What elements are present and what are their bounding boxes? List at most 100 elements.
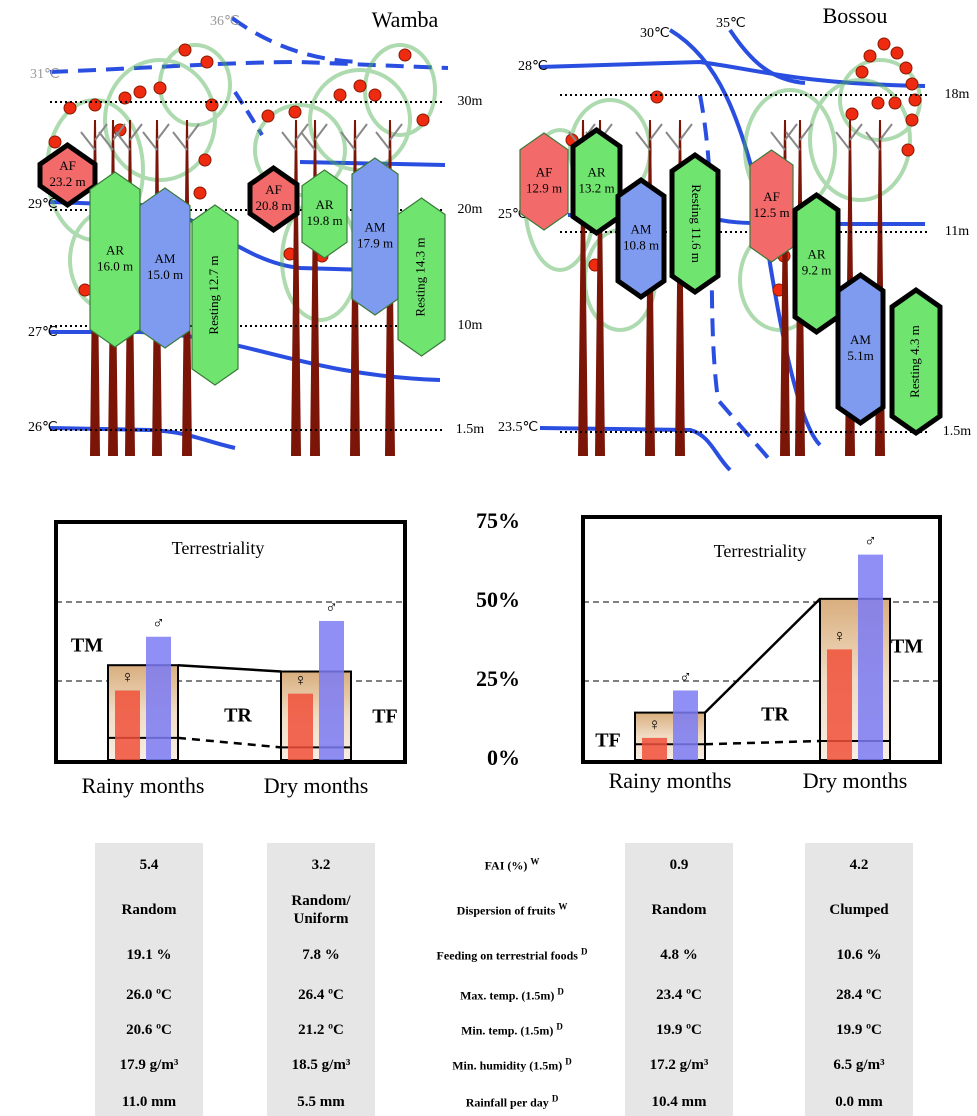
- height-label: 30m: [458, 94, 483, 109]
- bar: [146, 637, 171, 760]
- row-label: Max. temp. (1.5m) D: [382, 987, 642, 1004]
- height-label: 1.5m: [456, 422, 485, 437]
- panel-title: Bossou: [823, 3, 888, 28]
- activity-name: AM: [631, 221, 652, 236]
- row-label-text: FAI (%): [485, 859, 528, 873]
- bar: [858, 555, 883, 760]
- row-label: Rainfall per day D: [382, 1094, 642, 1111]
- temperature-label: 35℃: [716, 16, 746, 31]
- range-label: TR: [224, 705, 252, 727]
- range-label: TM: [71, 635, 103, 657]
- activity-label: Resting 11.6 m: [689, 184, 704, 263]
- height-label: 10m: [458, 318, 483, 333]
- activity-name: Resting: [907, 358, 922, 398]
- bar: [319, 621, 344, 760]
- temperature-label: 31℃: [30, 67, 60, 82]
- activity-name: Resting: [206, 294, 221, 334]
- activity-height: 12.7 m: [206, 255, 221, 291]
- activity-height: 10.8 m: [623, 237, 659, 252]
- row-label: Feeding on terrestrial foods D: [382, 947, 642, 964]
- table-cell: 5.5 mm: [267, 1093, 375, 1111]
- activity-height: 12.9 m: [526, 180, 562, 195]
- row-label: Min. humidity (1.5m) D: [382, 1057, 642, 1074]
- activity-height: 5.1m: [847, 348, 873, 363]
- activity-name: AR: [315, 197, 333, 212]
- height-label: 11m: [945, 224, 969, 239]
- table-cell: 3.2: [267, 856, 375, 874]
- activity-height: 13.2 m: [578, 180, 614, 195]
- row-label: Dispersion of fruits W: [382, 902, 642, 919]
- bar: [642, 738, 667, 760]
- activity-name: AF: [763, 189, 780, 204]
- activity-name: Resting: [689, 184, 704, 224]
- table-cell: 19.1 %: [95, 946, 203, 964]
- row-label-text: Min. humidity (1.5m): [452, 1059, 562, 1073]
- activity-name: AR: [587, 164, 605, 179]
- y-tick-label: 50%: [476, 587, 520, 612]
- activity-height: 9.2 m: [802, 262, 832, 277]
- activity-name: AR: [807, 246, 825, 261]
- table-cell: 18.5 g/m³: [267, 1056, 375, 1074]
- activity-name: AM: [155, 251, 176, 266]
- y-tick-label: 75%: [476, 508, 520, 533]
- row-label-note: D: [565, 1057, 572, 1067]
- sex-label: ♀: [121, 667, 134, 686]
- activity-height: 23.2 m: [49, 174, 85, 189]
- row-label-note: D: [552, 1094, 559, 1104]
- activity-name: AF: [536, 164, 553, 179]
- table-cell: Clumped: [805, 901, 913, 919]
- activity-height: 20.8 m: [255, 198, 291, 213]
- activity-name: AF: [265, 182, 282, 197]
- chart-title: Terrestriality: [172, 538, 265, 558]
- table-cell: 21.2 ºC: [267, 1021, 375, 1039]
- temperature-label: 30℃: [640, 26, 670, 41]
- activity-label: Resting 12.7 m: [206, 255, 221, 334]
- table-cell: 6.5 g/m³: [805, 1056, 913, 1074]
- tree-trunk: [310, 120, 320, 456]
- activity-name: AF: [59, 158, 76, 173]
- y-tick-label: 25%: [476, 666, 520, 691]
- activity-height: 16.0 m: [97, 258, 133, 273]
- activity-label: Resting 14.3 m: [412, 237, 427, 316]
- table-cell: 7.8 %: [267, 946, 375, 964]
- sex-label: ♂: [152, 614, 165, 633]
- sex-label: ♂: [864, 532, 877, 551]
- sex-label: ♂: [679, 667, 692, 686]
- range-connector: [705, 741, 820, 744]
- table-cell: Random/ Uniform: [267, 892, 375, 928]
- x-tick-label: Rainy months: [82, 773, 205, 798]
- activity-height: 11.6 m: [689, 227, 704, 263]
- height-label: 18m: [945, 87, 970, 102]
- bar: [827, 649, 852, 760]
- table-cell: 19.9 ºC: [805, 1021, 913, 1039]
- activity-name: AM: [850, 332, 871, 347]
- temperature-label: 26℃: [28, 420, 58, 435]
- bar: [673, 690, 698, 760]
- range-connector: [178, 665, 281, 671]
- row-label-text: Feeding on terrestrial foods: [437, 949, 578, 963]
- range-label: TR: [761, 704, 789, 726]
- row-label: FAI (%) W: [382, 857, 642, 874]
- range-label: TF: [595, 730, 621, 752]
- table-cell: 26.4 ºC: [267, 986, 375, 1004]
- row-label-note: W: [558, 902, 567, 912]
- table-cell: 28.4 ºC: [805, 986, 913, 1004]
- sex-label: ♀: [294, 671, 307, 690]
- panel-title: Wamba: [372, 7, 439, 32]
- row-label-text: Max. temp. (1.5m): [460, 989, 554, 1003]
- table-cell: 10.6 %: [805, 946, 913, 964]
- row-label-note: D: [557, 987, 564, 997]
- activity-height: 14.3 m: [412, 237, 427, 273]
- height-label: 1.5m: [943, 424, 972, 439]
- y-tick-label: 0%: [487, 745, 520, 770]
- temperature-label: 23.5℃: [498, 420, 538, 435]
- table-cell: 20.6 ºC: [95, 1021, 203, 1039]
- row-label-note: D: [581, 947, 588, 957]
- range-label: TF: [372, 706, 398, 728]
- row-label: Min. temp. (1.5m) D: [382, 1022, 642, 1039]
- activity-name: AM: [365, 219, 386, 234]
- row-label-note: W: [530, 857, 539, 867]
- activity-height: 15.0 m: [147, 267, 183, 282]
- table-cell: 26.0 ºC: [95, 986, 203, 1004]
- range-connector: [178, 738, 281, 747]
